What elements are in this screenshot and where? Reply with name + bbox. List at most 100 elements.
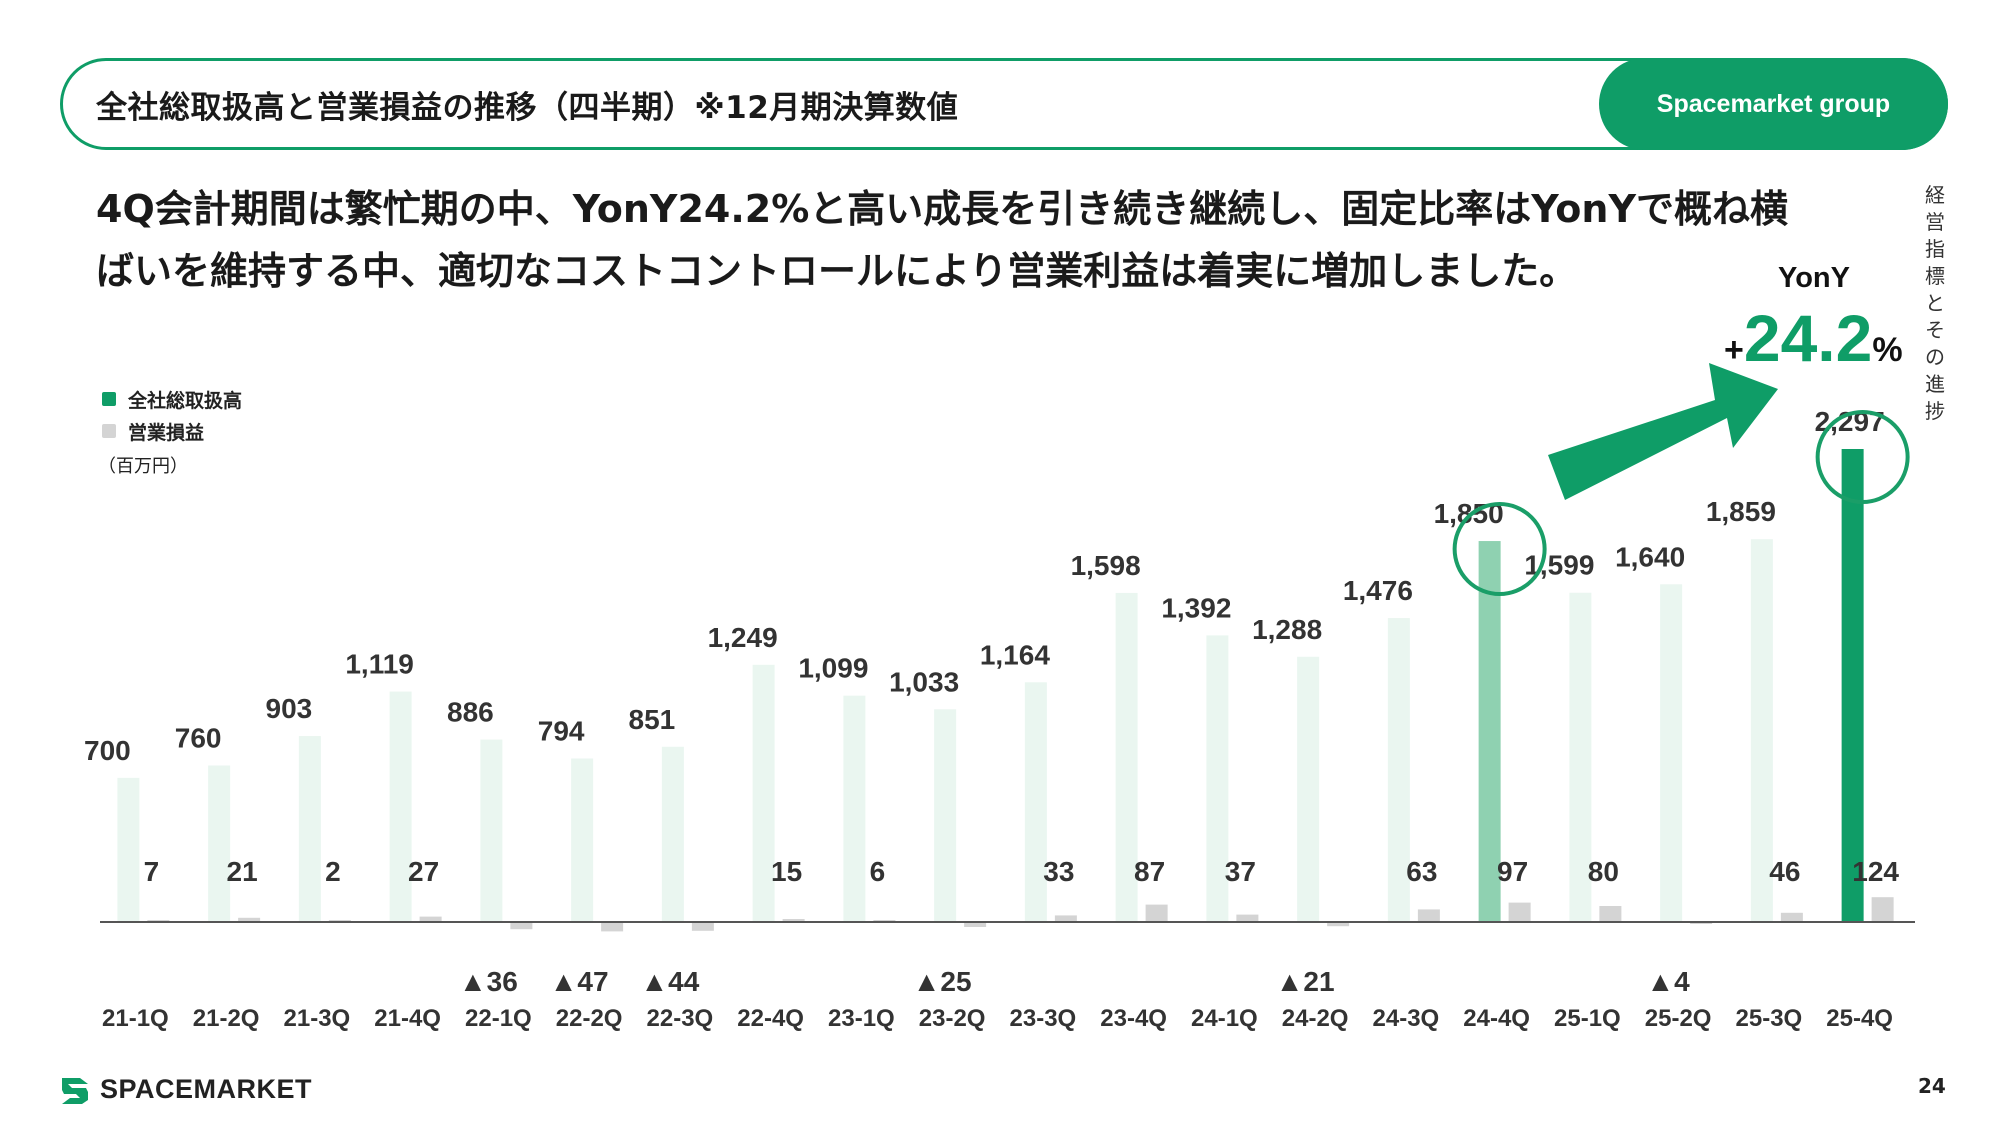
x-tick-label: 21-1Q <box>102 1005 169 1032</box>
x-tick-label: 24-4Q <box>1463 1005 1530 1032</box>
yony-percent: % <box>1872 331 1903 369</box>
gmv-value-label: 1,033 <box>889 666 959 697</box>
x-tick-label: 23-1Q <box>828 1005 895 1032</box>
op-bar <box>1327 922 1350 927</box>
x-tick-label: 25-2Q <box>1645 1005 1712 1032</box>
gmv-value-label: 1,392 <box>1161 592 1231 623</box>
op-bar <box>510 922 533 930</box>
legend-label-op: 営業損益 <box>128 421 205 444</box>
gmv-bar <box>298 736 321 922</box>
op-bar <box>1236 914 1259 922</box>
gmv-bar <box>661 746 684 922</box>
x-tick-label: 23-2Q <box>919 1005 986 1032</box>
gmv-value-label: 1,249 <box>708 622 778 653</box>
gmv-bar <box>1478 541 1501 922</box>
op-value-label: 33 <box>1043 856 1074 887</box>
x-tick-label: 22-4Q <box>737 1005 804 1032</box>
op-value-label: 27 <box>408 856 439 887</box>
x-tick-label: 22-2Q <box>556 1005 623 1032</box>
side-section-label: 経営指標とその進捗 <box>1925 183 1945 423</box>
legend-label-gmv: 全社総取扱高 <box>128 389 243 412</box>
yony-label: YonY <box>1778 262 1850 294</box>
op-bar <box>1054 915 1077 922</box>
yony-sign: + <box>1724 331 1744 369</box>
gmv-value-label: 1,476 <box>1343 575 1413 606</box>
x-tick-label: 25-3Q <box>1736 1005 1803 1032</box>
legend-item-op: 営業損益 <box>102 415 242 447</box>
op-bar <box>419 916 442 922</box>
x-tick-label: 24-1Q <box>1191 1005 1258 1032</box>
op-bar <box>1871 897 1894 922</box>
op-value-label: 80 <box>1588 856 1619 887</box>
gmv-bar <box>1115 592 1138 922</box>
op-value-label: ▲25 <box>913 966 972 997</box>
op-value-label: ▲21 <box>1276 966 1335 997</box>
op-value-label: ▲4 <box>1646 966 1690 997</box>
gmv-bar <box>1206 635 1229 922</box>
x-tick-label: 25-1Q <box>1554 1005 1621 1032</box>
op-bar <box>964 922 987 927</box>
yony-number: 24.2 <box>1743 301 1873 375</box>
logo-mark-icon <box>62 1078 88 1104</box>
x-tick-label: 25-4Q <box>1826 1005 1893 1032</box>
gmv-value-label: 700 <box>84 735 131 766</box>
x-tick-label: 24-3Q <box>1373 1005 1440 1032</box>
unit-label: （百万円） <box>98 456 188 477</box>
op-value-label: 15 <box>771 856 802 887</box>
op-value-label: ▲44 <box>640 966 699 997</box>
gmv-value-label: 1,640 <box>1615 541 1685 572</box>
op-value-label: 97 <box>1497 856 1528 887</box>
gmv-value-label: 794 <box>538 715 585 746</box>
op-value-label: 124 <box>1852 856 1899 887</box>
x-tick-label: 21-3Q <box>284 1005 351 1032</box>
op-bar <box>238 917 261 922</box>
x-tick-label: 21-4Q <box>374 1005 441 1032</box>
gmv-value-label: 1,119 <box>345 649 414 680</box>
legend-swatch-op <box>102 424 116 438</box>
op-bar <box>1780 912 1803 922</box>
gmv-value-label: 1,598 <box>1071 550 1141 581</box>
op-bar <box>601 922 624 932</box>
gmv-bar <box>208 765 231 922</box>
op-value-label: 2 <box>325 856 341 887</box>
op-value-label: 87 <box>1134 856 1165 887</box>
logo-text: SPACEMARKET <box>100 1073 313 1104</box>
page-title: 全社総取扱高と営業損益の推移（四半期）※12月期決算数値 <box>96 90 959 126</box>
x-tick-label: 23-3Q <box>1010 1005 1077 1032</box>
gmv-value-label: 886 <box>447 697 494 728</box>
op-value-label: 37 <box>1225 856 1256 887</box>
gmv-bar <box>1569 592 1592 922</box>
headline-line-2: ばいを維持する中、適切なコストコントロールにより営業利益は着実に増加しました。 <box>96 249 1578 293</box>
headline-line-1: 4Q会計期間は繁忙期の中、YonY24.2%と高い成長を引き続き継続し、固定比率… <box>96 187 1788 231</box>
gmv-bar <box>1750 539 1773 922</box>
op-value-label: 63 <box>1406 856 1437 887</box>
x-tick-label: 23-4Q <box>1100 1005 1167 1032</box>
spacemarket-logo: SPACEMARKET <box>58 1072 312 1106</box>
gmv-bar <box>1387 618 1410 922</box>
gmv-bar <box>1660 584 1683 922</box>
op-bar <box>782 919 805 922</box>
op-bar <box>691 922 714 931</box>
gmv-value-label: 903 <box>266 693 313 724</box>
op-value-label: 46 <box>1769 856 1800 887</box>
highlight-circle <box>1452 502 1547 597</box>
op-value-label: 7 <box>144 856 160 887</box>
gmv-bar <box>752 664 775 922</box>
x-tick-label: 22-1Q <box>465 1005 532 1032</box>
x-tick-label: 24-2Q <box>1282 1005 1349 1032</box>
gmv-value-label: 1,099 <box>798 653 868 684</box>
x-tick-label: 22-3Q <box>647 1005 714 1032</box>
gmv-bar <box>1024 682 1047 922</box>
legend-item-gmv: 全社総取扱高 <box>102 383 242 415</box>
yony-growth-value: +24.2% <box>1724 300 1903 376</box>
gmv-value-label: 1,288 <box>1252 614 1322 645</box>
brand-badge: Spacemarket group <box>1599 58 1948 150</box>
gmv-bar <box>571 758 594 922</box>
op-value-label: 21 <box>227 856 258 887</box>
op-value-label: ▲47 <box>550 966 609 997</box>
gmv-bar <box>1297 656 1320 922</box>
op-bar <box>1145 904 1168 922</box>
gmv-value-label: 760 <box>175 723 222 754</box>
growth-arrow <box>1548 363 1778 500</box>
